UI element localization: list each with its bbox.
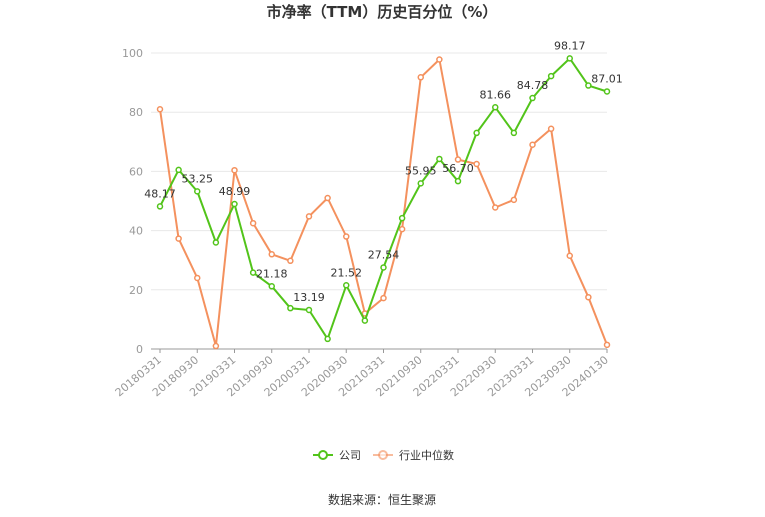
company-point	[324, 335, 331, 343]
legend-item-industry-median[interactable]: 行业中位数	[373, 448, 454, 462]
industry-point	[529, 141, 536, 149]
industry-point	[305, 213, 313, 220]
industry-point	[473, 160, 480, 168]
legend-company-label: 公司	[339, 449, 361, 462]
industry-point	[268, 251, 275, 258]
company-point	[175, 166, 182, 174]
company-point	[231, 200, 238, 208]
company-point	[529, 94, 536, 102]
industry-point	[231, 166, 238, 174]
company-point	[454, 177, 462, 185]
company-point	[585, 82, 592, 89]
legend-item-company[interactable]: 公司	[313, 449, 361, 462]
industry-point	[547, 125, 555, 133]
company-point	[547, 72, 555, 80]
industry-point	[585, 293, 592, 301]
company-data-label: 55.95	[405, 164, 437, 177]
company-point	[268, 283, 275, 290]
industry-point	[287, 257, 294, 265]
company-point	[249, 269, 257, 276]
axes: 0204060801002018033120180930201903312019…	[113, 47, 611, 399]
company-data-label: 21.18	[256, 267, 288, 280]
legend: 公司 行业中位数	[313, 448, 454, 462]
plot-area	[156, 55, 611, 350]
industry-point	[492, 204, 499, 211]
company-point	[343, 282, 350, 289]
company-data-label: 87.01	[591, 72, 623, 85]
company-point	[398, 214, 406, 222]
industry-series-line	[159, 58, 608, 347]
industry-point	[566, 252, 573, 260]
company-data-label: 53.25	[182, 172, 214, 185]
company-data-label: 81.66	[480, 88, 512, 101]
industry-point	[212, 342, 220, 350]
company-point	[566, 55, 573, 62]
company-point	[287, 304, 294, 312]
legend-industry-label: 行业中位数	[399, 448, 454, 462]
industry-point	[249, 219, 257, 227]
industry-point	[194, 274, 201, 282]
grid	[151, 52, 607, 291]
company-data-label: 56.70	[442, 162, 474, 175]
company-data-label: 48.17	[144, 187, 176, 200]
company-data-label: 48.99	[219, 185, 251, 198]
industry-point	[510, 196, 518, 204]
y-tick-label: 0	[136, 343, 143, 356]
y-tick-label: 20	[129, 284, 143, 297]
industry-point	[398, 225, 406, 233]
legend-company-marker-icon	[318, 450, 328, 460]
industry-point	[436, 56, 443, 63]
y-tick-label: 40	[129, 225, 143, 238]
industry-point	[156, 105, 164, 113]
company-point	[194, 188, 201, 195]
industry-point	[175, 235, 182, 242]
data-source: 数据来源：恒生聚源	[328, 492, 436, 507]
company-point	[305, 306, 313, 314]
company-point	[510, 129, 518, 137]
industry-point	[324, 194, 331, 202]
company-point	[380, 264, 387, 271]
company-point	[492, 104, 499, 111]
data-labels: 48.17 53.25 48.99 21.18 13.19 21.52 27.54 55.95…	[144, 39, 623, 304]
company-point	[417, 180, 424, 187]
company-data-label: 21.52	[331, 266, 363, 279]
industry-point	[380, 294, 387, 302]
industry-point	[417, 74, 424, 81]
industry-point	[603, 341, 611, 349]
company-point	[603, 88, 611, 95]
company-point	[156, 203, 164, 210]
company-data-label: 98.17	[554, 39, 586, 52]
company-data-label: 84.78	[517, 79, 549, 92]
company-data-label: 27.54	[368, 248, 400, 261]
company-point	[436, 155, 443, 163]
company-point	[212, 239, 220, 246]
y-tick-label: 60	[129, 165, 143, 178]
legend-industry-marker-icon	[378, 450, 388, 460]
company-data-label: 13.19	[293, 291, 325, 304]
company-point	[361, 317, 369, 324]
company-point	[473, 129, 480, 137]
industry-point	[343, 233, 350, 240]
chart-title: 市净率（TTM）历史百分位（%）	[267, 3, 498, 21]
y-tick-label: 80	[129, 106, 143, 119]
y-tick-label: 100	[122, 47, 143, 60]
industry-point	[454, 156, 462, 163]
